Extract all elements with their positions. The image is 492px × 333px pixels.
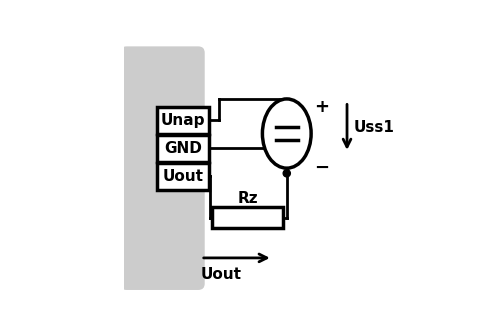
Text: +: + [314,98,329,116]
Bar [157,135,209,162]
Text: GND: GND [164,141,202,156]
Bar [157,163,209,190]
Text: Unap: Unap [161,113,205,128]
Text: −: − [314,159,329,177]
Bar [213,206,283,228]
Ellipse shape [262,99,311,168]
Text: Rz: Rz [237,191,258,206]
Text: Uout: Uout [162,169,203,184]
Text: Uss1: Uss1 [353,120,394,135]
FancyBboxPatch shape [120,46,205,290]
Text: Uout: Uout [201,267,242,282]
Bar [157,107,209,134]
Circle shape [283,170,290,177]
